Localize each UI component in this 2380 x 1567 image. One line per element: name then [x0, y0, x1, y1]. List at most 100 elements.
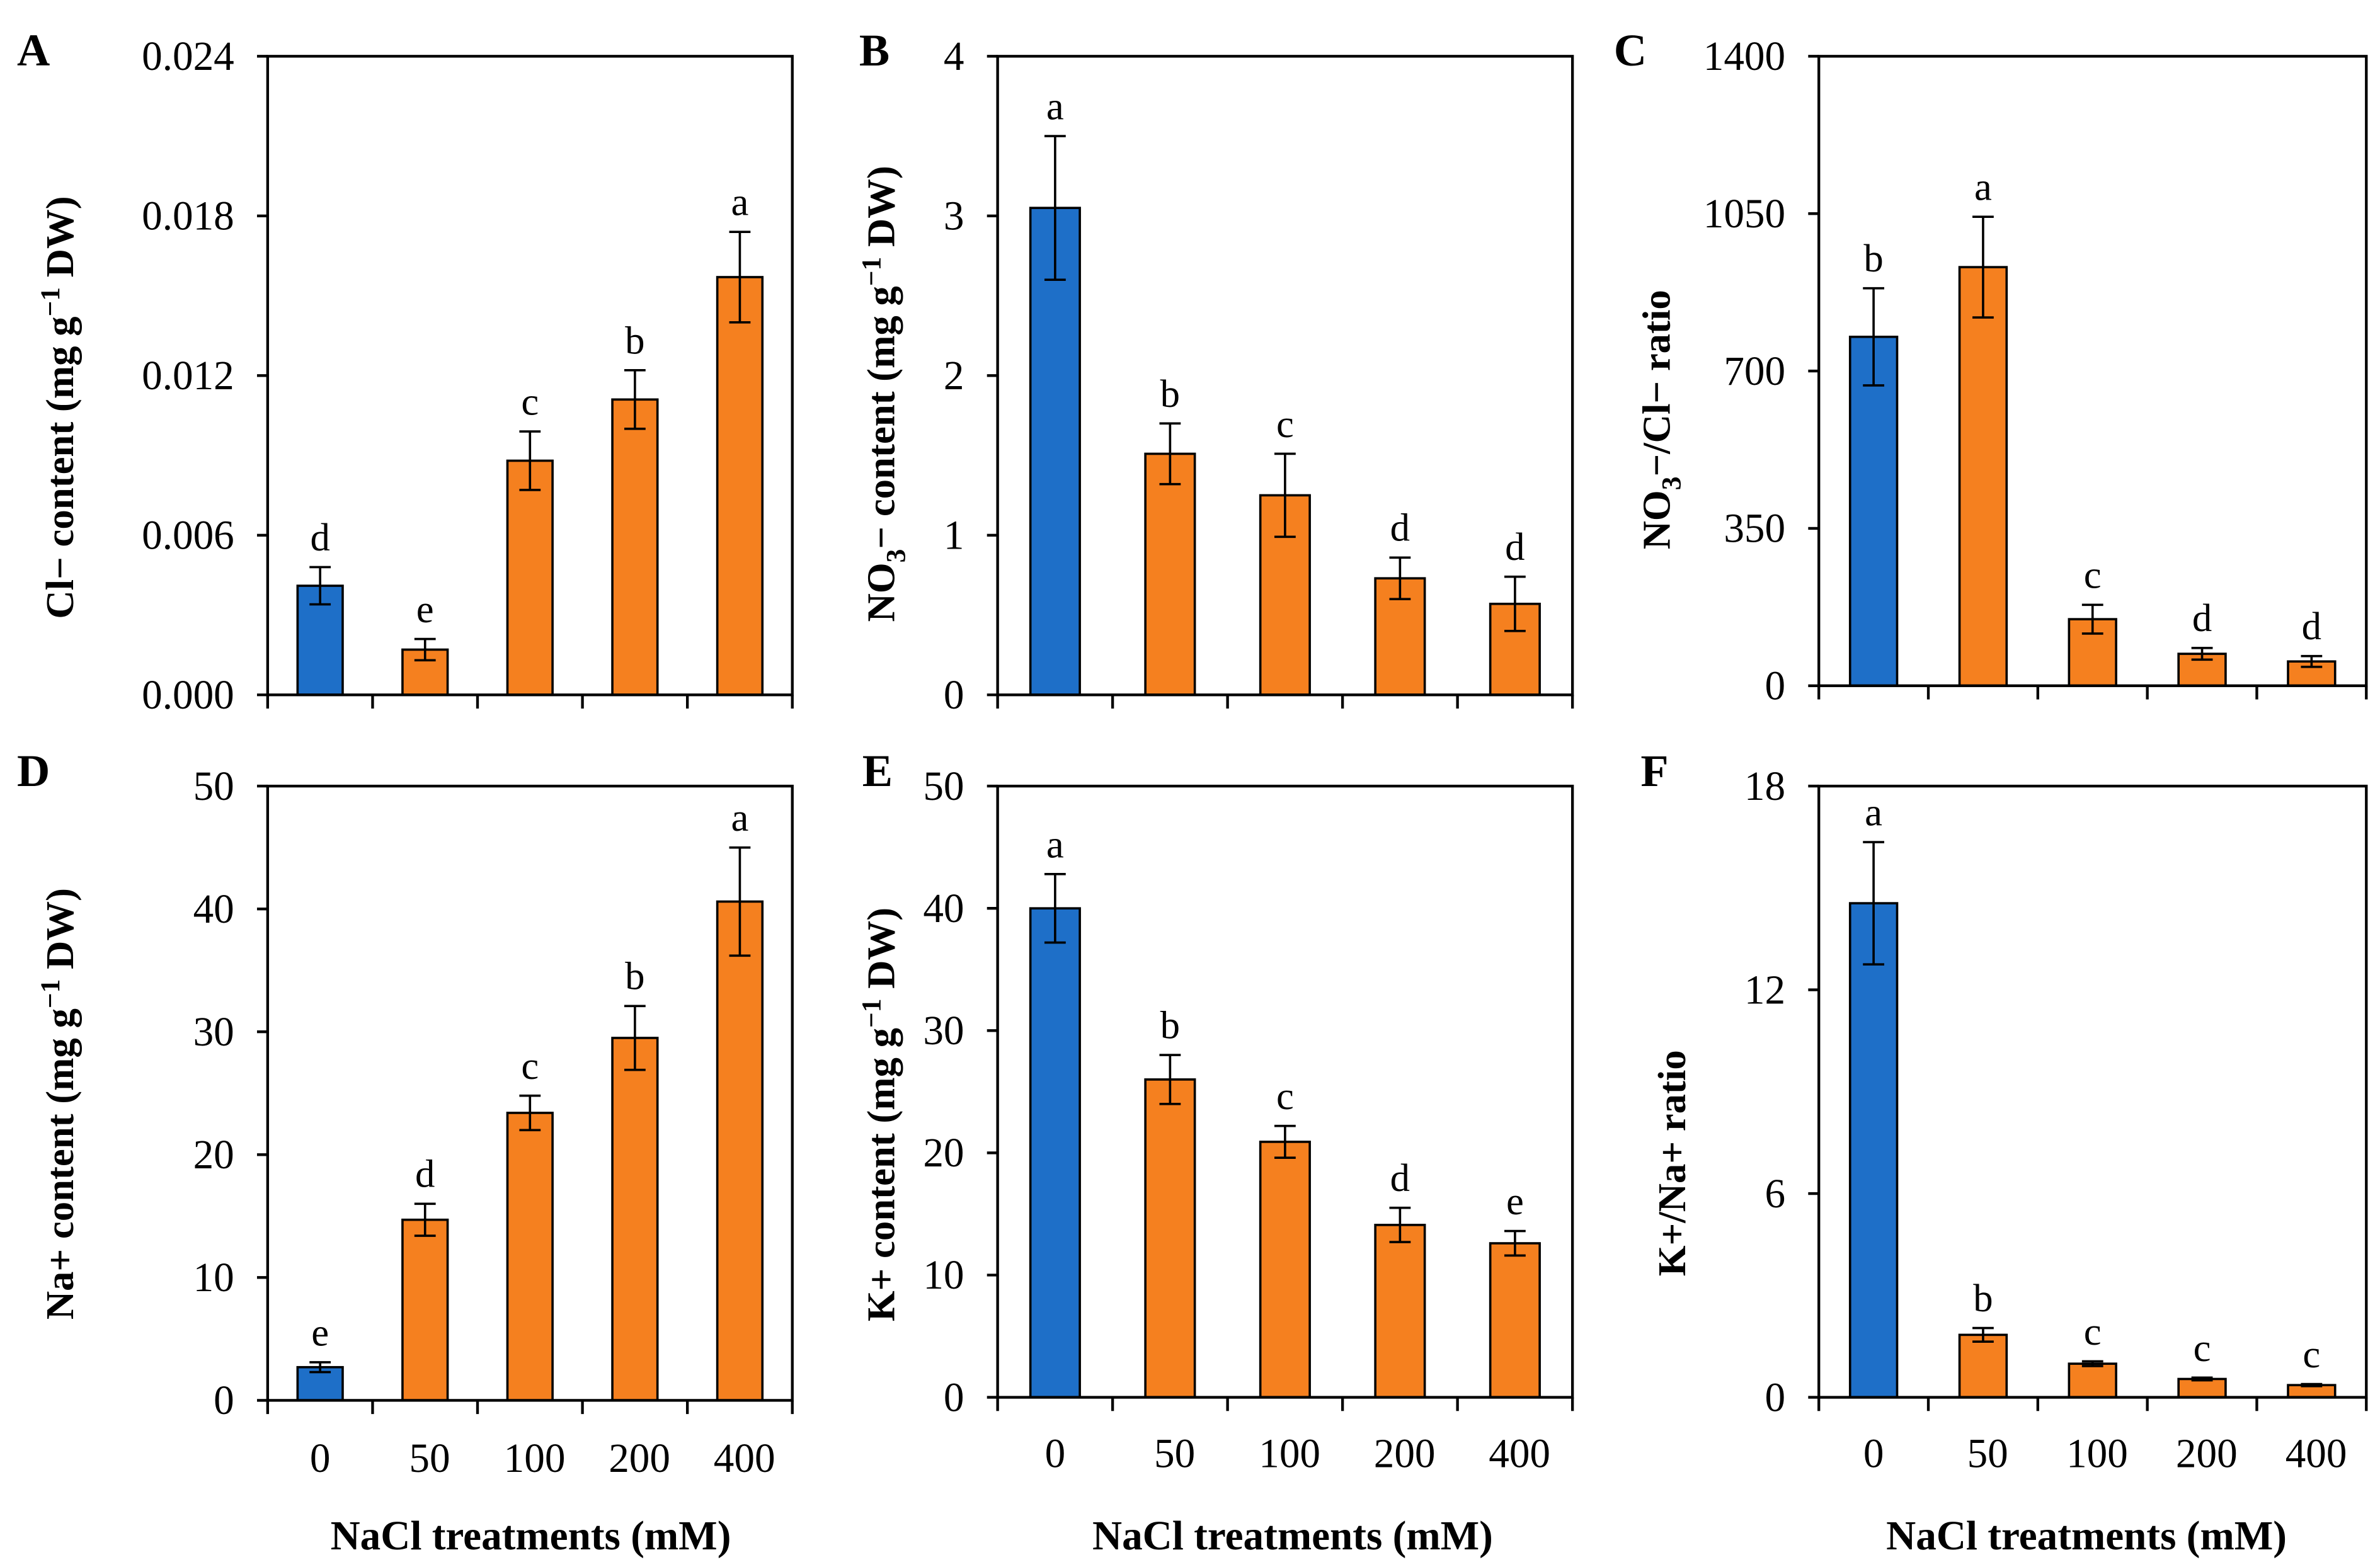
- x-tick-label-F-0: 0: [1863, 1432, 1884, 1477]
- bar-C-50: [1958, 266, 2008, 687]
- bar-A-200: [611, 398, 659, 697]
- significance-letter-C-200: d: [2192, 596, 2212, 640]
- x-axis-title-D: NaCl treatments (mM): [331, 1513, 731, 1559]
- significance-letter-A-0: d: [310, 515, 329, 559]
- error-bar-A-0: [309, 566, 331, 606]
- y-tick-label-F-3: 18: [1744, 764, 1785, 809]
- error-bar-E-400: [1504, 1229, 1526, 1257]
- y-axis-title-part-C-1: 3: [1657, 477, 1687, 491]
- bar-F-100: [2068, 1362, 2117, 1399]
- y-tick-label-B-4: 4: [944, 34, 964, 79]
- significance-letter-E-200: d: [1390, 1156, 1410, 1200]
- significance-letter-C-100: c: [2084, 553, 2102, 597]
- error-bar-B-200: [1389, 556, 1411, 600]
- significance-letter-D-50: d: [415, 1152, 435, 1196]
- y-tick-label-D-4: 40: [193, 887, 234, 932]
- significance-letter-F-0: a: [1865, 790, 1882, 835]
- y-axis-title-part-B-2: − content (mg g: [859, 286, 903, 549]
- error-bar-F-0: [1863, 841, 1885, 966]
- x-tick-label-D-0: 0: [310, 1436, 331, 1481]
- significance-letter-F-200: c: [2194, 1326, 2211, 1370]
- y-tick-label-B-0: 0: [944, 673, 964, 718]
- significance-letter-B-400: d: [1505, 525, 1525, 569]
- panel-letter-A: A: [17, 25, 50, 76]
- y-axis-title-part-C-2: −/Cl− ratio: [1635, 290, 1679, 476]
- panel-letter-D: D: [17, 745, 50, 796]
- panel-A: d e c b a 0.000 0.006 0.012 0.018 0.024 Cl− conten…: [17, 25, 794, 718]
- bars-D: [296, 900, 764, 1402]
- error-bar-C-100: [2081, 603, 2103, 635]
- y-tick-label-B-2: 2: [944, 353, 964, 399]
- x-tick-label-E-200: 200: [1374, 1432, 1436, 1477]
- x-tick-label-E-400: 400: [1489, 1432, 1550, 1477]
- significance-letter-C-50: a: [1974, 165, 1992, 209]
- y-axis-title-part-E-0: K+ content (mg g: [859, 1028, 903, 1321]
- significance-letter-D-400: a: [731, 795, 749, 840]
- error-bar-B-50: [1159, 422, 1181, 486]
- y-tick-label-C-4: 1400: [1703, 34, 1785, 79]
- y-axis-title-part-A-0: Cl− content (mg g: [38, 316, 82, 618]
- y-axis-A: 0.000 0.006 0.012 0.018 0.024: [142, 34, 268, 718]
- x-tick-label-D-200: 200: [609, 1436, 670, 1481]
- y-axis-title-part-B-0: NO: [859, 562, 903, 622]
- y-tick-label-C-0: 0: [1765, 663, 1786, 709]
- x-tick-label-E-0: 0: [1045, 1432, 1066, 1477]
- x-tick-label-F-400: 400: [2286, 1432, 2347, 1477]
- x-axis-title-E: NaCl treatments (mM): [1092, 1513, 1493, 1559]
- y-tick-label-C-1: 350: [1724, 506, 1785, 552]
- panel-letter-E: E: [862, 745, 893, 796]
- error-bar-F-50: [1972, 1326, 1994, 1343]
- x-axis-A: [266, 695, 794, 709]
- y-axis-title-E: K+ content (mg g−1 DW): [857, 908, 903, 1321]
- x-axis-E: 0 50 100 200 400: [996, 1397, 1574, 1477]
- x-axis-F: 0 50 100 200 400: [1817, 1397, 2368, 1477]
- x-tick-label-F-100: 100: [2066, 1432, 2128, 1477]
- x-tick-label-D-400: 400: [714, 1436, 775, 1481]
- y-tick-label-F-1: 6: [1765, 1171, 1786, 1217]
- y-axis-title-D: Na+ content (mg g−1 DW): [35, 888, 82, 1319]
- error-bar-B-0: [1044, 135, 1066, 282]
- bar-D-200: [611, 1037, 659, 1402]
- bar-A-400: [716, 276, 764, 697]
- error-bar-F-100: [2081, 1360, 2103, 1367]
- bars-F: [1848, 902, 2337, 1399]
- bar-C-0: [1848, 335, 1899, 687]
- x-axis-D: 0 50 100 200 400: [266, 1400, 794, 1481]
- significance-letter-F-400: c: [2303, 1332, 2320, 1376]
- error-bar-D-0: [309, 1361, 331, 1374]
- significance-letter-D-100: c: [521, 1044, 539, 1088]
- bar-E-400: [1489, 1242, 1541, 1399]
- y-axis-title-part-D-0: Na+ content (mg g: [38, 1008, 82, 1319]
- bar-D-50: [401, 1218, 449, 1402]
- x-tick-label-E-100: 100: [1259, 1432, 1320, 1477]
- significance-letter-A-400: a: [731, 180, 749, 224]
- y-axis-title-C: NO3−/Cl− ratio: [1635, 290, 1687, 549]
- bars-E: [1029, 907, 1541, 1399]
- significance-letter-A-50: e: [416, 587, 434, 631]
- y-axis-title-part-A-2: DW): [38, 196, 82, 287]
- x-tick-label-F-200: 200: [2176, 1432, 2238, 1477]
- significance-letter-F-100: c: [2084, 1309, 2102, 1353]
- y-axis-D: 0 10 20 30 40 50: [193, 764, 268, 1423]
- significance-letter-B-50: b: [1160, 372, 1180, 416]
- bar-F-200: [2177, 1377, 2227, 1399]
- error-bar-F-400: [2301, 1382, 2323, 1388]
- y-tick-label-D-5: 50: [193, 764, 234, 809]
- y-tick-label-A-3: 0.018: [142, 194, 234, 239]
- panel-letter-C: C: [1614, 25, 1647, 76]
- y-tick-label-E-1: 10: [923, 1253, 964, 1298]
- bar-B-100: [1259, 494, 1311, 697]
- y-tick-label-D-2: 20: [193, 1132, 234, 1178]
- y-tick-label-A-4: 0.024: [142, 34, 234, 79]
- bar-B-0: [1029, 207, 1081, 697]
- x-tick-label-F-50: 50: [1967, 1432, 2008, 1477]
- y-axis-title-part-D-2: DW): [38, 888, 82, 979]
- y-tick-label-C-3: 1050: [1703, 191, 1785, 237]
- y-axis-F: 0 6 12 18: [1744, 764, 1819, 1420]
- significance-letter-E-50: b: [1160, 1003, 1180, 1047]
- y-tick-label-A-1: 0.006: [142, 513, 234, 558]
- significance-letter-F-50: b: [1973, 1276, 1993, 1320]
- y-tick-label-E-0: 0: [944, 1375, 964, 1420]
- significance-letter-C-0: b: [1863, 236, 1883, 280]
- error-bar-B-400: [1504, 575, 1526, 632]
